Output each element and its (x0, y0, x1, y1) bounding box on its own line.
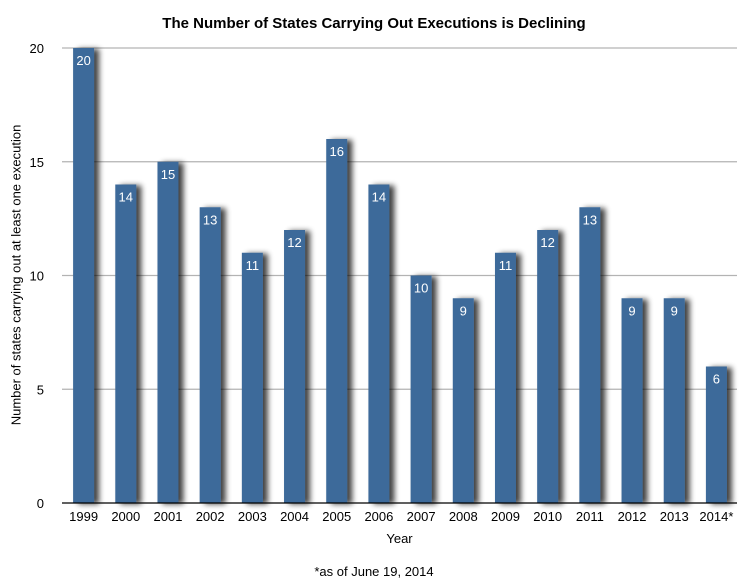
data-label: 10 (414, 281, 428, 296)
data-label: 15 (161, 167, 175, 182)
data-label: 14 (372, 190, 386, 205)
bar-2001 (157, 161, 179, 503)
bar-2000 (115, 184, 137, 503)
bar-2011 (579, 207, 601, 503)
x-tick-label: 2002 (196, 509, 225, 524)
y-tick-label: 5 (37, 382, 44, 397)
data-label: 11 (499, 258, 513, 273)
data-label: 16 (329, 144, 343, 159)
axes: 0 5 10 15 20 1999 2000 2001 2002 2003 2004 2005 2006… (30, 41, 737, 524)
x-tick-label: 2012 (618, 509, 647, 524)
data-label: 9 (628, 303, 635, 318)
footnote: *as of June 19, 2014 (314, 564, 434, 579)
y-tick-label: 20 (30, 41, 44, 56)
bar-2008 (452, 298, 474, 503)
x-tick-label: 2005 (322, 509, 351, 524)
x-tick-label: 2011 (576, 509, 604, 524)
bar-2013 (663, 298, 685, 503)
bar-2006 (368, 184, 390, 503)
x-tick-label: 2003 (238, 509, 267, 524)
bar-2004 (284, 230, 306, 503)
bar-2010 (537, 230, 559, 503)
data-label: 6 (713, 372, 720, 387)
x-tick-label: 2004 (280, 509, 309, 524)
x-tick-label: 1999 (69, 509, 98, 524)
x-tick-label: 2007 (407, 509, 436, 524)
y-tick-label: 0 (37, 496, 44, 511)
x-tick-label: 2010 (533, 509, 562, 524)
data-label: 13 (583, 212, 597, 227)
data-label: 11 (246, 258, 260, 273)
data-label: 9 (460, 303, 467, 318)
data-label: 12 (287, 235, 301, 250)
chart-title: The Number of States Carrying Out Execut… (162, 15, 586, 32)
x-tick-label: 2013 (660, 509, 689, 524)
x-tick-label: 2001 (154, 509, 183, 524)
data-label: 20 (76, 53, 90, 68)
data-label: 14 (119, 190, 133, 205)
x-tick-label: 2009 (491, 509, 520, 524)
data-label: 12 (540, 235, 554, 250)
y-tick-label: 10 (30, 269, 44, 284)
bar-2003 (241, 252, 263, 503)
data-label: 13 (203, 212, 217, 227)
data-label: 9 (671, 303, 678, 318)
bar-1999 (73, 48, 95, 503)
bar-2014 (705, 366, 727, 503)
x-tick-label: 2006 (364, 509, 393, 524)
x-tick-label: 2008 (449, 509, 478, 524)
bar-2005 (326, 139, 348, 503)
x-tick-label: 2014* (699, 509, 733, 524)
bar-2007 (410, 275, 432, 503)
bar-2012 (621, 298, 643, 503)
x-axis-label: Year (386, 531, 413, 546)
bar-2009 (494, 252, 516, 503)
bars: 20 14 15 13 11 12 16 14 10 9 11 12 13 9 9 6 (73, 48, 727, 503)
y-tick-label: 15 (30, 155, 44, 170)
x-tick-label: 2000 (111, 509, 140, 524)
bar-2002 (199, 207, 221, 503)
